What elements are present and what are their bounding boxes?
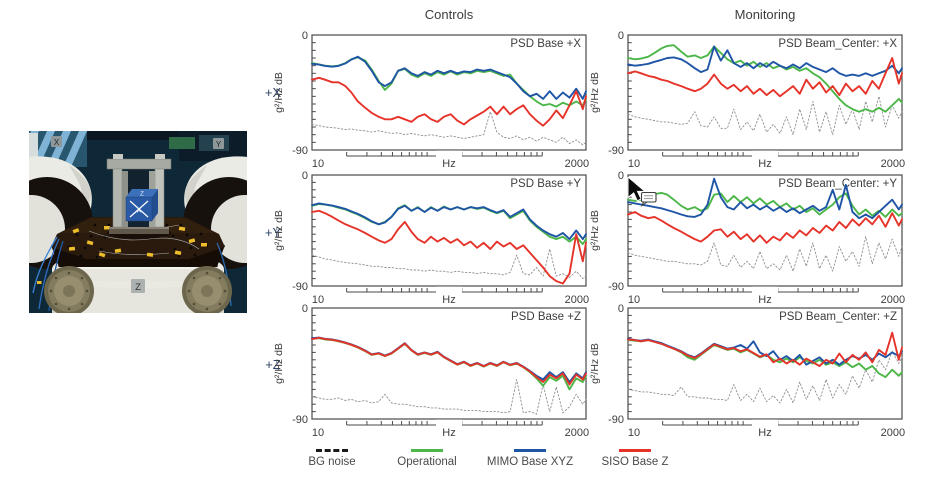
svg-text:Hz: Hz <box>442 294 455 306</box>
svg-text:0: 0 <box>302 30 308 42</box>
cursor-arrow-icon <box>627 177 647 202</box>
legend-item-operational: Operational <box>367 449 487 468</box>
photo-right-counterweight <box>182 266 232 313</box>
svg-text:0: 0 <box>618 30 624 42</box>
photo-test-cube: X Z <box>125 189 158 222</box>
svg-text:-90: -90 <box>292 145 308 157</box>
plot-controls-x: 0 -90 g²/Hz dB 10 Hz 2000 PSD Base +X <box>273 30 589 170</box>
svg-text:X: X <box>137 208 142 215</box>
photo-accelerometers <box>68 226 207 258</box>
legend-sample-blue-line <box>514 449 546 452</box>
svg-text:2000: 2000 <box>881 294 905 306</box>
row-label-plus-x: +X <box>264 85 282 100</box>
row-label-plus-y: +Y <box>264 225 282 240</box>
svg-text:-90: -90 <box>292 281 308 293</box>
plot-title-monitoring-y: PSD Beam_Center: +Y <box>778 178 897 190</box>
photo-axis-tag-z: Z <box>131 279 145 293</box>
legend-sample-dashed-line <box>316 449 348 452</box>
legend-sample-red-line <box>619 449 651 452</box>
plot-monitoring-z: 0 -90 g²/Hz dB 10 Hz 2000 PSD Beam_Center: +Z <box>589 303 905 439</box>
tooltip-note-icon[interactable] <box>640 191 657 207</box>
plot-title-monitoring-x: PSD Beam_Center: +X <box>778 38 897 50</box>
series-bg-monitoring-z <box>627 350 903 404</box>
plot-title-monitoring-z: PSD Beam_Center: +Z <box>779 311 897 323</box>
svg-text:0: 0 <box>618 170 624 182</box>
series-operational-controls-y <box>311 203 587 246</box>
svg-text:g²/Hz dB: g²/Hz dB <box>589 210 601 251</box>
photo-left-counterweight <box>44 266 94 313</box>
series-siso-monitoring-z <box>627 331 903 367</box>
series-bg-controls-y <box>311 248 587 280</box>
column-header-monitoring: Monitoring <box>734 7 796 22</box>
photo-axis-tag-x: X <box>51 136 62 147</box>
svg-text:Hz: Hz <box>442 427 455 439</box>
svg-text:10: 10 <box>312 158 324 170</box>
svg-text:10: 10 <box>628 294 640 306</box>
svg-text:g²/Hz dB: g²/Hz dB <box>273 210 285 251</box>
svg-text:0: 0 <box>618 303 624 315</box>
svg-text:0: 0 <box>302 170 308 182</box>
series-bg-controls-x <box>311 111 587 146</box>
svg-text:g²/Hz dB: g²/Hz dB <box>273 343 285 384</box>
svg-text:-90: -90 <box>608 145 624 157</box>
svg-text:X: X <box>54 138 60 147</box>
series-siso-controls-y <box>311 209 587 285</box>
svg-text:Z: Z <box>135 282 141 293</box>
svg-text:Hz: Hz <box>758 158 771 170</box>
photo-right-shaker <box>183 156 247 269</box>
series-operational-monitoring-y <box>627 191 903 218</box>
svg-text:2000: 2000 <box>881 427 905 439</box>
svg-text:Hz: Hz <box>758 294 771 306</box>
svg-text:10: 10 <box>312 294 324 306</box>
plot-controls-y: 0 -90 g²/Hz dB 10 Hz 2000 PSD Base +Y <box>273 170 589 306</box>
series-bg-monitoring-x <box>627 95 903 136</box>
svg-text:g²/Hz dB: g²/Hz dB <box>273 72 285 113</box>
series-mimo-controls-x <box>311 55 587 100</box>
svg-text:Hz: Hz <box>442 158 455 170</box>
plot-controls-z: 0 -90 g²/Hz dB 10 Hz 2000 PSD Base +Z <box>273 303 589 439</box>
legend-sample-green-line <box>411 449 443 452</box>
svg-text:10: 10 <box>312 427 324 439</box>
svg-text:2000: 2000 <box>565 158 589 170</box>
legend-item-siso: SISO Base Z <box>575 449 695 468</box>
svg-text:10: 10 <box>628 158 640 170</box>
plot-title-controls-z: PSD Base +Z <box>511 311 581 323</box>
svg-text:0: 0 <box>302 303 308 315</box>
series-operational-monitoring-x <box>627 44 903 113</box>
photo-shaker-table: X Y <box>29 131 247 313</box>
svg-text:g²/Hz dB: g²/Hz dB <box>589 343 601 384</box>
plot-monitoring-y: 0 -90 g²/Hz dB 10 Hz 2000 PSD Beam_Center: +Y <box>589 170 905 306</box>
series-mimo-monitoring-x <box>627 45 903 77</box>
row-label-plus-z: +Z <box>265 357 281 372</box>
mouse-cursor <box>627 177 657 207</box>
series-mimo-controls-y <box>311 202 587 241</box>
svg-text:10: 10 <box>628 427 640 439</box>
plot-monitoring-x: 0 -90 g²/Hz dB 10 Hz 2000 PSD Beam_Center: +X <box>589 30 905 170</box>
svg-text:g²/Hz dB: g²/Hz dB <box>589 72 601 113</box>
legend-item-bg-noise: BG noise <box>272 449 392 468</box>
svg-text:Hz: Hz <box>758 427 771 439</box>
series-siso-controls-x <box>311 76 587 127</box>
series-siso-controls-z <box>311 336 587 386</box>
plot-title-controls-y: PSD Base +Y <box>510 178 581 190</box>
photo-axis-tag-y: Y <box>213 138 224 149</box>
svg-text:2000: 2000 <box>881 158 905 170</box>
svg-text:Z: Z <box>140 192 144 198</box>
series-bg-monitoring-y <box>627 236 903 272</box>
svg-text:2000: 2000 <box>565 294 589 306</box>
svg-text:-90: -90 <box>608 281 624 293</box>
series-siso-monitoring-y <box>627 211 903 244</box>
series-siso-monitoring-x <box>627 57 903 98</box>
legend-item-mimo: MIMO Base XYZ <box>470 449 590 468</box>
series-mimo-monitoring-y <box>627 177 903 220</box>
svg-text:-90: -90 <box>292 414 308 426</box>
svg-text:Y: Y <box>216 140 222 149</box>
column-header-controls: Controls <box>424 7 474 22</box>
plot-title-controls-x: PSD Base +X <box>510 38 581 50</box>
svg-text:2000: 2000 <box>565 427 589 439</box>
series-mimo-monitoring-z <box>627 337 903 366</box>
series-operational-controls-x <box>311 56 587 108</box>
svg-text:-90: -90 <box>608 414 624 426</box>
